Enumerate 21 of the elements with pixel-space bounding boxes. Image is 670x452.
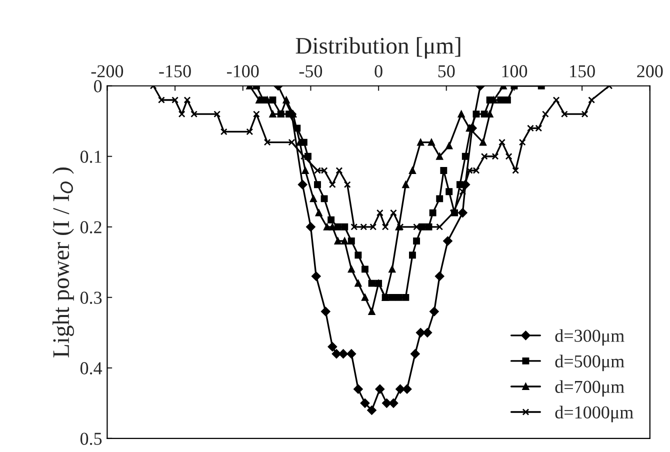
x-tick-label: 150 [570, 65, 595, 78]
x-tick-label: 0 [374, 65, 382, 78]
legend-label: d=300μm [555, 329, 624, 346]
y-tick-label: 0.3 [80, 292, 102, 304]
x-tick-label: -150 [159, 65, 191, 78]
y-tick-label: 0.2 [80, 221, 102, 234]
x-tick-label: 100 [502, 65, 528, 78]
y-tick-label: 0.5 [80, 432, 102, 445]
x-tick-label: -200 [91, 65, 124, 78]
y-tick-label: 0.4 [80, 362, 102, 374]
x-tick-label: 50 [438, 65, 455, 78]
x-tick-label: 200 [637, 65, 663, 78]
y-tick-label: 0 [94, 80, 102, 92]
legend-label: d=500μm [555, 354, 624, 372]
y-axis-title: Light power (I / I$_{O}$ ) [52, 167, 74, 358]
x-axis-title: Distribution [μm] [296, 37, 460, 59]
x-tick-label: -100 [227, 65, 259, 78]
legend-label: d=1000μm [555, 406, 634, 422]
y-tick-label: 0.1 [80, 150, 102, 163]
legend-label: d=700μm [555, 380, 624, 397]
x-tick-label: -50 [299, 65, 322, 78]
